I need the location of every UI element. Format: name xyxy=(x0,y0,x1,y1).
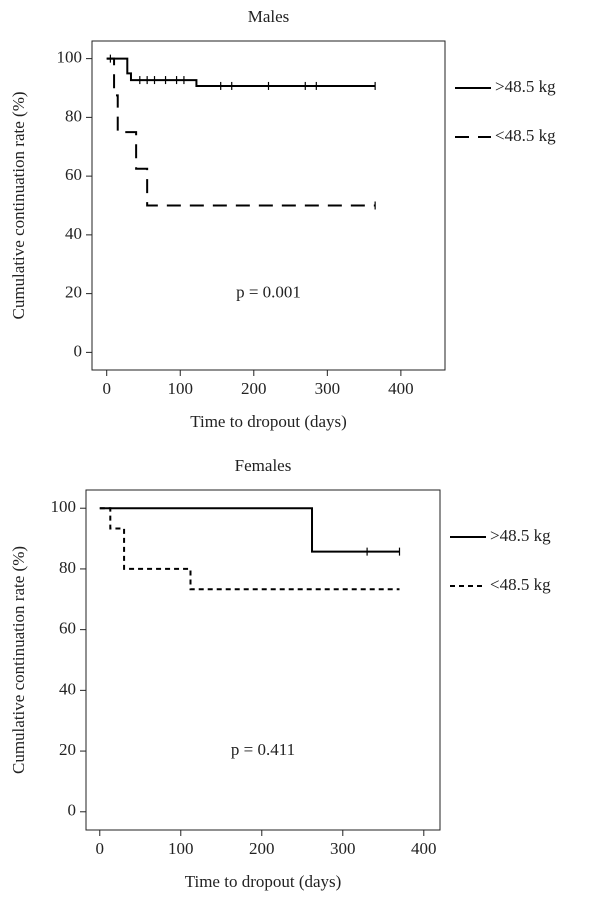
y-tick-label: 40 xyxy=(59,679,76,698)
x-tick-label: 400 xyxy=(411,839,437,858)
x-tick-label: 400 xyxy=(388,379,414,398)
y-tick-label: 20 xyxy=(59,740,76,759)
legend-label: <48.5 kg xyxy=(490,575,551,594)
x-tick-label: 200 xyxy=(249,839,275,858)
survival-line xyxy=(99,507,400,591)
y-tick-label: 60 xyxy=(59,619,76,638)
y-tick-label: 0 xyxy=(68,801,77,820)
chart-title: Females xyxy=(235,456,292,475)
legend-label: <48.5 kg xyxy=(495,126,556,145)
y-tick-label: 0 xyxy=(74,341,83,360)
legend-label: >48.5 kg xyxy=(490,526,551,545)
x-tick-label: 300 xyxy=(315,379,341,398)
legend-label: >48.5 kg xyxy=(495,77,556,96)
y-axis-label: Cumulative continuation rate (%) xyxy=(9,546,28,774)
chart-title: Males xyxy=(248,7,290,26)
y-tick-label: 80 xyxy=(59,558,76,577)
plot-frame xyxy=(91,40,446,371)
y-axis-label: Cumulative continuation rate (%) xyxy=(9,91,28,319)
x-tick-label: 100 xyxy=(168,379,194,398)
survival-line xyxy=(99,507,400,553)
x-axis-label: Time to dropout (days) xyxy=(185,872,342,891)
x-axis-label: Time to dropout (days) xyxy=(190,412,347,431)
x-tick-label: 0 xyxy=(102,379,111,398)
x-tick-label: 300 xyxy=(330,839,356,858)
y-tick-label: 100 xyxy=(51,497,77,516)
survival-line xyxy=(106,57,376,87)
x-tick-label: 200 xyxy=(241,379,267,398)
chart: Females 0 20 40 60 80 100 0 100 200 300 400 Time to … xyxy=(9,456,551,891)
chart: Males 0 20 40 60 80 100 0 100 200 300 400 Time to dr… xyxy=(9,7,556,431)
y-tick-label: 40 xyxy=(65,224,82,243)
y-tick-label: 80 xyxy=(65,106,82,125)
y-tick-label: 20 xyxy=(65,283,82,302)
plot-frame xyxy=(85,489,441,831)
y-tick-label: 60 xyxy=(65,165,82,184)
survival-line xyxy=(106,57,376,207)
x-tick-label: 0 xyxy=(96,839,105,858)
y-tick-label: 100 xyxy=(57,48,83,67)
annotation: p = 0.001 xyxy=(236,283,301,302)
annotation: p = 0.411 xyxy=(231,740,295,759)
x-tick-label: 100 xyxy=(168,839,194,858)
